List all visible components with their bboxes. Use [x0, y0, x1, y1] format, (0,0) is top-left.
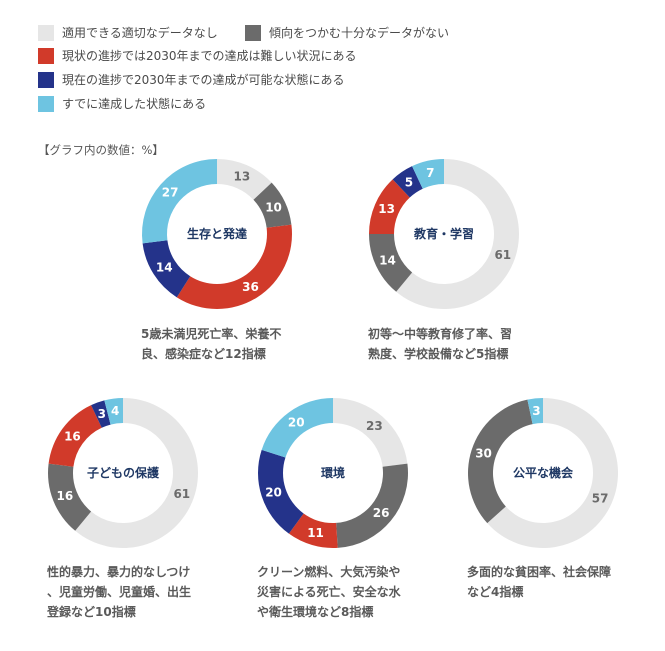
slice-value-label: 3	[532, 404, 540, 418]
donut-slice	[468, 399, 533, 524]
chart-center-title: 教育・学習	[413, 226, 474, 241]
donut-slice	[142, 240, 191, 298]
chart-caption: 初等～中等教育修了率、習 熟度、学校設備など5指標	[368, 324, 512, 364]
slice-value-label: 30	[475, 447, 492, 461]
donut-slice	[369, 234, 413, 292]
legend-swatch	[245, 24, 261, 41]
slice-value-label: 7	[426, 166, 434, 180]
donut-svg: 23 26 11 20 20 環境	[258, 398, 408, 548]
caption-line: や衛生環境など8指標	[257, 605, 374, 619]
legend-label: すでに達成した状態にある	[62, 97, 207, 111]
legend-swatch	[38, 71, 54, 88]
donut-slice	[47, 463, 92, 531]
donut-slice	[336, 463, 408, 548]
legend-label: 適用できる適切なデータなし	[62, 26, 218, 40]
caption-line: 、児童労働、児童婚、出生	[47, 585, 192, 599]
donut-slice	[48, 405, 102, 467]
donut-svg: 61 14 13 57 教育・学習	[369, 159, 519, 309]
slice-value-label: 61	[494, 248, 511, 262]
slice-value-label: 14	[156, 260, 173, 274]
slice-value-label: 14	[379, 254, 396, 268]
donut-slice	[261, 398, 333, 458]
donut-slice	[288, 513, 338, 548]
chart-caption: クリーン燃料、大気汚染や 災害による死亡、安全な水 や衛生環境など8指標	[257, 562, 401, 622]
slice-value-label: 11	[307, 526, 324, 540]
slice-value-label: 5	[405, 175, 413, 189]
chart-center-title: 生存と発達	[187, 226, 247, 241]
caption-line: など4指標	[467, 585, 524, 599]
slice-value-label: 16	[57, 489, 74, 503]
legend-item-insufficient-data: 傾向をつかむ十分なデータがない	[245, 24, 449, 41]
slice-value-label: 27	[162, 186, 179, 200]
legend-label: 傾向をつかむ十分なデータがない	[269, 26, 450, 40]
chart-center-title: 子どもの保護	[87, 465, 160, 480]
donut-slice	[392, 166, 423, 198]
donut-svg: 61 16 16 3 4 子どもの保護	[47, 398, 198, 548]
legend-label: 現状の進捗では2030年までの達成は難しい状況にある	[62, 49, 357, 63]
legend-item-off-track: 現状の進捗では2030年までの達成は難しい状況にある	[38, 47, 357, 64]
chart-center-title: 環境	[321, 465, 345, 480]
donut-chart-education: 61 14 13 5 7 教育・学習	[368, 158, 520, 310]
slice-value-label: 36	[242, 280, 259, 294]
donut-slice	[527, 398, 543, 425]
legend-item-achieved: すでに達成した状態にある	[38, 95, 206, 112]
donut-slice	[217, 159, 272, 200]
slice-value-label: 13	[378, 202, 395, 216]
donut-slice	[253, 182, 292, 228]
donut-svg: 13 10 36 14 27 生存と発達	[142, 159, 292, 309]
donut-slice	[176, 224, 292, 309]
slice-value-label: 20	[288, 415, 305, 429]
legend-item-on-track: 現在の進捗で2030年までの達成が可能な状態にある	[38, 71, 345, 88]
donut-slice	[142, 159, 217, 244]
slice-value-label: 61	[173, 487, 190, 501]
donut-slice	[412, 159, 444, 189]
legend-swatch	[38, 24, 54, 41]
slice-value-label: 57	[592, 491, 609, 505]
donut-svg: 57 30 3 公平な機会	[468, 398, 618, 548]
unit-note: 【グラフ内の数値：%】	[38, 143, 164, 157]
caption-line: 5歳未満児死亡率、栄養不	[141, 327, 282, 341]
donut-slice	[75, 398, 198, 548]
donut-slice	[369, 179, 410, 234]
caption-line: 登録など10指標	[47, 605, 136, 619]
legend-swatch	[38, 95, 54, 112]
chart-caption: 5歳未満児死亡率、栄養不 良、感染症など12指標	[141, 324, 281, 364]
caption-line: 災害による死亡、安全な水	[257, 585, 401, 599]
donut-slice	[396, 159, 519, 309]
slice-value-label: 3	[98, 407, 106, 421]
donut-chart-protection: 61 16 16 3 4 子どもの保護	[47, 397, 199, 549]
caption-line: 多面的な貧困率、社会保障	[467, 565, 612, 579]
slice-value-label: 10	[265, 200, 282, 214]
chart-center-title: 公平な機会	[513, 465, 574, 480]
donut-slice	[487, 398, 618, 548]
donut-slice	[258, 449, 304, 534]
slice-value-label: 4	[111, 404, 119, 418]
donut-slice	[104, 398, 123, 425]
donut-chart-survival: 13 10 36 14 27 生存と発達	[141, 158, 293, 310]
chart-caption: 多面的な貧困率、社会保障 など4指標	[467, 562, 611, 602]
legend-swatch	[38, 47, 54, 64]
donut-chart-equity: 57 30 3 公平な機会	[467, 397, 619, 549]
donut-slice	[91, 400, 111, 428]
caption-line: 性的暴力、暴力的なしつけ	[47, 565, 191, 579]
caption-line: 熟度、学校設備など5指標	[368, 347, 509, 361]
slice-value-label: 16	[64, 429, 81, 443]
slice-value-label: 26	[373, 506, 390, 520]
slice-value-label: 13	[233, 170, 250, 184]
slice-value-label: 23	[366, 419, 383, 433]
donut-chart-environment: 23 26 11 20 20 環境	[257, 397, 409, 549]
chart-caption: 性的暴力、暴力的なしつけ 、児童労働、児童婚、出生 登録など10指標	[47, 562, 191, 622]
caption-line: クリーン燃料、大気汚染や	[257, 565, 401, 579]
legend-item-no-data: 適用できる適切なデータなし	[38, 24, 218, 41]
caption-line: 初等～中等教育修了率、習	[368, 327, 513, 341]
slice-value-label: 20	[265, 485, 282, 499]
donut-slice	[333, 398, 408, 467]
legend-label: 現在の進捗で2030年までの達成が可能な状態にある	[62, 73, 345, 87]
caption-line: 良、感染症など12指標	[141, 347, 266, 361]
